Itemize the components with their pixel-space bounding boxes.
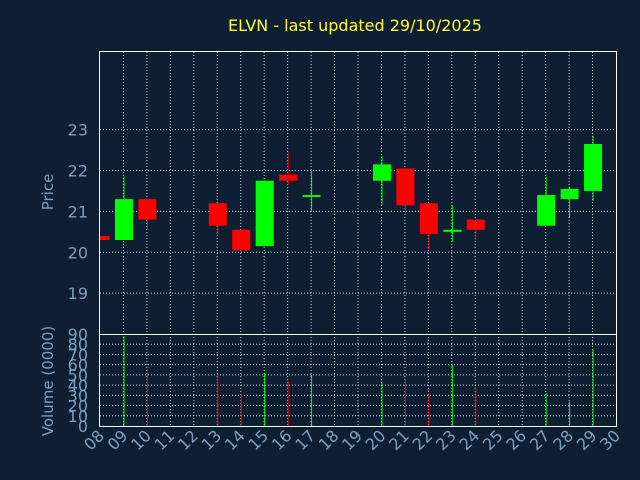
volume-tick-label: 50 [68, 366, 88, 385]
candle-body [138, 199, 157, 220]
candle-body [560, 188, 579, 200]
volume-axis-label: Volume (0000) [39, 326, 57, 436]
volume-tick-label: 10 [68, 407, 88, 426]
candle-body [537, 195, 556, 226]
volume-tick-label: 90 [68, 325, 88, 344]
volume-tick-label: 80 [68, 335, 88, 354]
candle-body [466, 219, 485, 230]
price-axis-label: Price [39, 174, 57, 211]
chart-title: ELVN - last updated 29/10/2025 [228, 16, 482, 35]
candle-body [302, 195, 321, 198]
price-tick-label: 23 [68, 121, 88, 140]
volume-tick-label: 30 [68, 386, 88, 405]
candle-body [419, 203, 438, 234]
candle-body [232, 229, 251, 251]
price-tick-label: 19 [68, 284, 88, 303]
price-tick-label: 20 [68, 243, 88, 262]
candle-body [443, 229, 462, 232]
candles [100, 135, 603, 253]
candle-body [372, 164, 391, 181]
candle-body [100, 235, 110, 240]
price-tick-label: 22 [68, 162, 88, 181]
volume-bars [123, 336, 594, 426]
candle-body [279, 174, 298, 181]
candle-body [114, 199, 133, 240]
x-axis-label: Day [333, 458, 363, 476]
price-tick-label: 21 [68, 202, 88, 221]
volume-tick-label: 20 [68, 397, 88, 416]
volume-tick-label: 70 [68, 345, 88, 364]
volume-tick-label: 40 [68, 376, 88, 395]
volume-tick-label: 60 [68, 356, 88, 375]
volume-tick-label: 0 [78, 417, 88, 436]
candle-body [584, 143, 603, 191]
grid-layer [100, 52, 616, 426]
candle-body [255, 180, 274, 247]
candle-body [208, 203, 227, 226]
volume-panel-frame [99, 334, 617, 427]
candle-body [396, 168, 415, 206]
